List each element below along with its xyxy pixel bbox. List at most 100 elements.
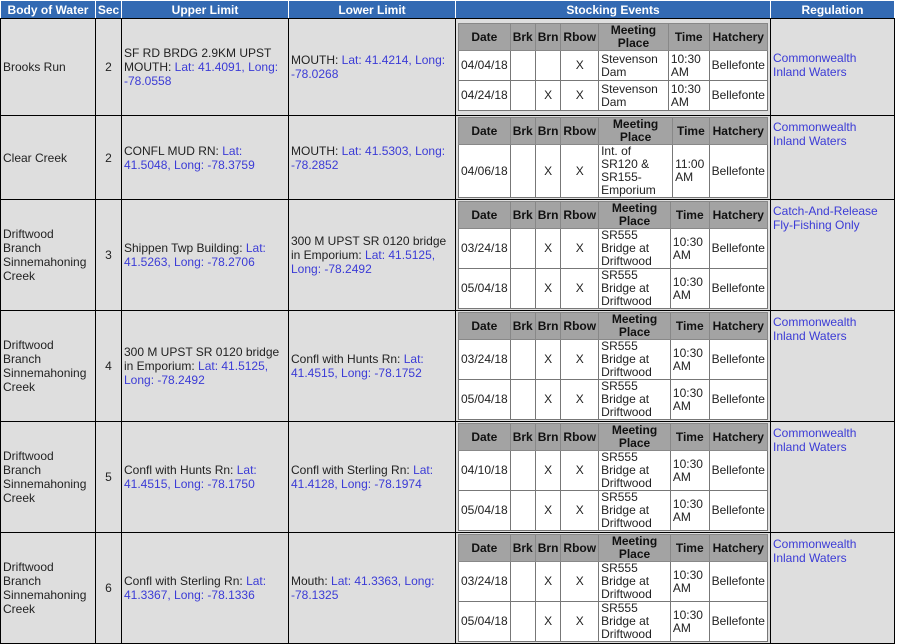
event-meeting-place: SR555 Bridge at Driftwood: [598, 228, 671, 269]
events-header-meeting-place: Meeting Place: [598, 117, 674, 145]
upper-limit-text: Confl with Hunts Rn:: [124, 463, 234, 477]
regulation: Commonwealth Inland Waters: [770, 18, 895, 116]
regulation-link[interactable]: Commonwealth Inland Waters: [773, 426, 857, 454]
section-number: 2: [95, 115, 122, 200]
events-header-meeting-place: Meeting Place: [598, 534, 671, 562]
section-number: 2: [95, 18, 122, 116]
event-rbow: X: [560, 450, 600, 491]
table-row: Clear Creek 2 CONFL MUD RN: Lat: 41.5048, …: [0, 115, 895, 200]
upper-limit: Shippen Twp Building: Lat: 41.5263, Long…: [121, 199, 289, 311]
event-row: 05/04/18 X X SR555 Bridge at Driftwood 10:30…: [458, 268, 769, 309]
event-time: 10:30 AM: [669, 450, 710, 491]
events-header-date: Date: [458, 117, 511, 145]
event-meeting-place: Stevenson Dam: [598, 80, 669, 111]
regulation-link[interactable]: Catch-And-Release Fly-Fishing Only: [773, 204, 878, 232]
stocking-events: Date Brk Brn Rbow Meeting Place Time Hatchery 0…: [455, 199, 771, 311]
events-header-rbow: Rbow: [560, 423, 600, 451]
events-header-hatchery: Hatchery: [708, 423, 769, 451]
event-meeting-place: SR555 Bridge at Driftwood: [598, 561, 671, 602]
event-brk: [509, 561, 536, 602]
event-brn: X: [534, 450, 562, 491]
events-table: Date Brk Brn Rbow Meeting Place Time Hatchery 0…: [458, 23, 769, 111]
events-header-date: Date: [458, 23, 511, 51]
event-brk: [509, 601, 536, 642]
event-hatchery: Bellefonte: [708, 80, 769, 111]
body-of-water: Brooks Run: [0, 18, 96, 116]
event-row: 05/04/18 X X SR555 Bridge at Driftwood 10:30…: [458, 601, 769, 642]
upper-limit: 300 M UPST SR 0120 bridge in Emporium: L…: [121, 310, 289, 422]
regulation-link[interactable]: Commonwealth Inland Waters: [773, 51, 857, 79]
event-hatchery: Bellefonte: [708, 339, 769, 380]
upper-limit-text: CONFL MUD RN:: [124, 143, 219, 158]
event-row: 05/04/18 X X SR555 Bridge at Driftwood 10:30…: [458, 490, 769, 531]
section-number: 3: [95, 199, 122, 311]
header-row: Body of Water Sec Upper Limit Lower Limi…: [0, 0, 895, 19]
event-brk: [509, 268, 536, 309]
events-table: Date Brk Brn Rbow Meeting Place Time Hatchery 0…: [458, 534, 769, 642]
table-body: Brooks Run 2 SF RD BRDG 2.9KM UPST MOUTH: …: [0, 18, 895, 644]
events-header-date: Date: [458, 534, 511, 562]
event-brk: [509, 50, 536, 81]
stocking-events: Date Brk Brn Rbow Meeting Place Time Hatchery 0…: [455, 115, 771, 200]
upper-limit: Confl with Sterling Rn: Lat: 41.3367, Lo…: [121, 532, 289, 644]
event-row: 04/10/18 X X SR555 Bridge at Driftwood 10:30…: [458, 450, 769, 491]
events-header-brk: Brk: [509, 312, 536, 340]
body-of-water: Driftwood Branch Sinnemahoning Creek: [0, 421, 96, 533]
event-meeting-place: Stevenson Dam: [598, 50, 669, 81]
events-header-hatchery: Hatchery: [708, 23, 769, 51]
regulation-link[interactable]: Commonwealth Inland Waters: [773, 120, 857, 148]
header-body-of-water[interactable]: Body of Water: [0, 0, 96, 19]
lower-limit: MOUTH: Lat: 41.4214, Long: -78.0268: [288, 18, 456, 116]
lower-limit-text: Confl with Hunts Rn:: [291, 352, 401, 366]
event-date: 05/04/18: [458, 268, 511, 309]
table-row: Driftwood Branch Sinnemahoning Creek 3 Shi…: [0, 199, 895, 311]
event-brk: [509, 379, 536, 420]
events-header-time: Time: [669, 423, 710, 451]
lower-limit-text: Mouth:: [291, 574, 328, 588]
event-hatchery: Bellefonte: [708, 50, 769, 81]
event-meeting-place: SR555 Bridge at Driftwood: [598, 601, 671, 642]
event-brn: X: [534, 228, 562, 269]
event-hatchery: Bellefonte: [708, 561, 769, 602]
events-header-date: Date: [458, 423, 511, 451]
stocking-events: Date Brk Brn Rbow Meeting Place Time Hatchery 0…: [455, 421, 771, 533]
event-rbow: X: [560, 144, 600, 198]
lower-limit-coordinates: Lat: 41.5125, Long: -78.2492: [291, 248, 436, 276]
events-header-brn: Brn: [534, 423, 562, 451]
event-row: 03/24/18 X X SR555 Bridge at Driftwood 10:30…: [458, 228, 769, 269]
event-brk: [509, 228, 536, 269]
lower-limit-text: Confl with Sterling Rn:: [291, 463, 410, 477]
upper-limit: Confl with Hunts Rn: Lat: 41.4515, Long:…: [121, 421, 289, 533]
events-header-rbow: Rbow: [560, 534, 600, 562]
event-meeting-place: SR555 Bridge at Driftwood: [598, 268, 671, 309]
event-time: 10:30 AM: [669, 601, 710, 642]
events-header-meeting-place: Meeting Place: [598, 23, 669, 51]
regulation-link[interactable]: Commonwealth Inland Waters: [773, 537, 857, 565]
event-brn: X: [534, 80, 562, 111]
regulation: Catch-And-Release Fly-Fishing Only: [770, 199, 895, 311]
events-header-brk: Brk: [509, 423, 536, 451]
events-header-meeting-place: Meeting Place: [598, 312, 671, 340]
lower-limit: 300 M UPST SR 0120 bridge in Emporium: L…: [288, 199, 456, 311]
upper-limit-coordinates: Lat: 41.5048, Long: -78.3759: [124, 143, 255, 172]
header-lower-limit[interactable]: Lower Limit: [288, 0, 456, 19]
upper-limit-text: 300 M UPST SR 0120 bridge in Emporium:: [124, 345, 280, 373]
event-time: 10:30 AM: [669, 339, 710, 380]
events-header-time: Time: [669, 534, 710, 562]
event-meeting-place: SR555 Bridge at Driftwood: [598, 379, 671, 420]
header-upper-limit[interactable]: Upper Limit: [121, 0, 289, 19]
regulation-link[interactable]: Commonwealth Inland Waters: [773, 315, 857, 343]
event-date: 03/24/18: [458, 339, 511, 380]
event-brk: [509, 450, 536, 491]
body-of-water: Driftwood Branch Sinnemahoning Creek: [0, 199, 96, 311]
upper-limit-coordinates: Lat: 41.5125, Long: -78.2492: [124, 359, 269, 387]
header-stocking-events[interactable]: Stocking Events: [455, 0, 771, 19]
header-sec[interactable]: Sec: [95, 0, 122, 19]
events-header-rbow: Rbow: [560, 312, 600, 340]
header-regulation[interactable]: Regulation: [770, 0, 895, 19]
event-time: 10:30 AM: [669, 379, 710, 420]
event-brn: X: [534, 379, 562, 420]
lower-limit-coordinates: Lat: 41.4515, Long: -78.1752: [291, 352, 424, 380]
table-row: Driftwood Branch Sinnemahoning Creek 6 Con…: [0, 532, 895, 644]
